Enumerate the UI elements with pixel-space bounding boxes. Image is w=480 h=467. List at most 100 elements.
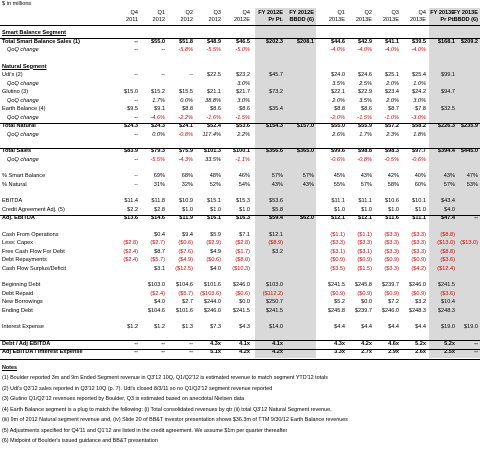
table-cell: 2.5x bbox=[444, 349, 455, 355]
table-cell: -- bbox=[134, 47, 138, 53]
table-cell: $4.4 bbox=[388, 324, 399, 330]
column-header: Q4 bbox=[242, 10, 250, 16]
table-cell: 4.2x bbox=[239, 349, 250, 355]
table-cell: ($1.1) bbox=[357, 231, 372, 238]
table-cell: $11.8 bbox=[151, 198, 165, 204]
column-header: BBDD (6) bbox=[289, 17, 314, 23]
table-cell: $59.4 bbox=[269, 215, 283, 221]
table-cell: $7.1 bbox=[239, 231, 250, 238]
table-cell: $21.1 bbox=[207, 89, 221, 95]
table-cell: ($2.4) bbox=[123, 248, 138, 255]
table-cell: $43.4 bbox=[441, 198, 455, 204]
table-cell: $235.9 bbox=[460, 123, 478, 129]
table-cell: $15.1 bbox=[207, 198, 221, 204]
table-cell: 5.1x bbox=[210, 349, 221, 355]
table-cell: $245.8 bbox=[327, 307, 345, 314]
table-cell: $101.3 bbox=[203, 148, 221, 154]
table-cell: 42% bbox=[387, 173, 399, 179]
table-cell: ($2.8) bbox=[123, 240, 138, 246]
column-header: Q1 bbox=[157, 10, 165, 16]
table-cell: $4.9 bbox=[210, 248, 221, 255]
table-cell: 3.0% bbox=[413, 97, 426, 104]
note-line: (4) Earth Balance segment is a plug to m… bbox=[2, 406, 332, 413]
table-cell: $3.2 bbox=[272, 248, 283, 255]
table-cell: -0.6% bbox=[411, 156, 426, 163]
table-cell: $24.6 bbox=[358, 72, 372, 78]
table-cell: $10.9 bbox=[179, 198, 193, 204]
table-cell: -- bbox=[134, 181, 138, 188]
table-cell: ($1.7) bbox=[235, 248, 250, 255]
table-cell: $241.5 bbox=[327, 282, 345, 288]
table-cell: $12.1 bbox=[269, 231, 283, 238]
column-header: FY 2012E bbox=[258, 10, 283, 16]
table-cell: $12.1 bbox=[358, 215, 372, 221]
table-cell: ($2.4) bbox=[123, 257, 138, 263]
table-cell: $154.3 bbox=[265, 123, 283, 129]
table-cell: $5.2 bbox=[334, 299, 345, 305]
table-cell: 3.5% bbox=[332, 80, 345, 87]
table-cell: $8.6 bbox=[361, 106, 372, 112]
table-cell: 40% bbox=[414, 173, 426, 179]
row-label: Credit Agreement Adj. (5) bbox=[2, 206, 65, 213]
table-cell: $10.6 bbox=[385, 198, 399, 204]
table-cell: 3.0% bbox=[237, 97, 250, 104]
table-cell: -- bbox=[189, 349, 193, 355]
table-cell: -- bbox=[134, 349, 138, 355]
note-line: (3) Glutino Q1/Q2'12 revenues reported b… bbox=[2, 396, 245, 402]
row-rule bbox=[0, 348, 480, 350]
note-line: (2) Udi's Q3'12 sales reported in Q3'12 … bbox=[2, 385, 273, 392]
table-cell: $245.8 bbox=[354, 282, 372, 288]
table-cell: 3.0% bbox=[237, 80, 250, 87]
table-cell: $35.4 bbox=[269, 106, 283, 112]
table-cell: $16.3 bbox=[236, 215, 250, 221]
table-cell: $1.3 bbox=[182, 324, 193, 330]
table-cell: 57% bbox=[302, 173, 314, 179]
table-cell: $1.2 bbox=[127, 324, 138, 330]
table-cell: -- bbox=[161, 340, 165, 347]
table-cell: $356.6 bbox=[265, 148, 283, 154]
table-cell: $1.0 bbox=[415, 206, 426, 213]
table-cell: $394.4 bbox=[437, 148, 455, 154]
column-header: 2013E bbox=[355, 17, 372, 23]
table-cell: $24.1 bbox=[179, 123, 193, 129]
table-cell: ($0.9) bbox=[384, 257, 399, 263]
table-cell: $97.7 bbox=[412, 148, 426, 154]
table-cell: 4.3x bbox=[210, 340, 221, 347]
table-cell: ($2.9) bbox=[206, 240, 221, 246]
column-header: Pr Pt. bbox=[440, 17, 455, 23]
table-cell: -- bbox=[161, 72, 165, 78]
row-rule bbox=[0, 340, 480, 341]
table-cell: -4.3% bbox=[178, 156, 193, 163]
table-cell: $445.0 bbox=[460, 148, 478, 154]
table-cell: $16.1 bbox=[207, 215, 221, 221]
table-cell: ($2.4) bbox=[150, 290, 165, 297]
row-rule bbox=[0, 147, 480, 149]
row-label: QoQ change bbox=[7, 114, 39, 121]
table-cell: -- bbox=[134, 340, 138, 347]
table-cell: ($0.9) bbox=[384, 290, 399, 297]
row-label: Debt Repaid bbox=[2, 290, 34, 297]
table-cell: ($3.3) bbox=[411, 248, 426, 255]
table-cell: ($3.3) bbox=[411, 231, 426, 238]
table-cell: $8.8 bbox=[334, 106, 345, 112]
table-cell: 2.6% bbox=[332, 131, 345, 138]
table-cell: ($4.9) bbox=[178, 257, 193, 263]
row-rule bbox=[0, 122, 480, 124]
table-cell: $8.8 bbox=[182, 106, 193, 112]
table-cell: $15.5 bbox=[179, 89, 193, 95]
table-cell: 4.2x bbox=[272, 349, 283, 355]
table-cell: 1.7% bbox=[152, 97, 165, 104]
table-cell: $103.0 bbox=[147, 282, 165, 288]
table-cell: $14.6 bbox=[151, 215, 165, 221]
table-cell: ($0.9) bbox=[411, 290, 426, 297]
table-cell: $11.1 bbox=[412, 215, 426, 221]
table-cell: $104.6 bbox=[175, 282, 193, 288]
table-cell: $4.3 bbox=[239, 324, 250, 330]
table-cell: $73.2 bbox=[269, 89, 283, 95]
row-label: Total Natural bbox=[2, 123, 36, 129]
table-cell: 53% bbox=[466, 181, 478, 188]
table-cell: $3.1 bbox=[154, 265, 165, 272]
table-cell: -- bbox=[134, 97, 138, 104]
table-cell: ($3.1) bbox=[330, 248, 345, 255]
